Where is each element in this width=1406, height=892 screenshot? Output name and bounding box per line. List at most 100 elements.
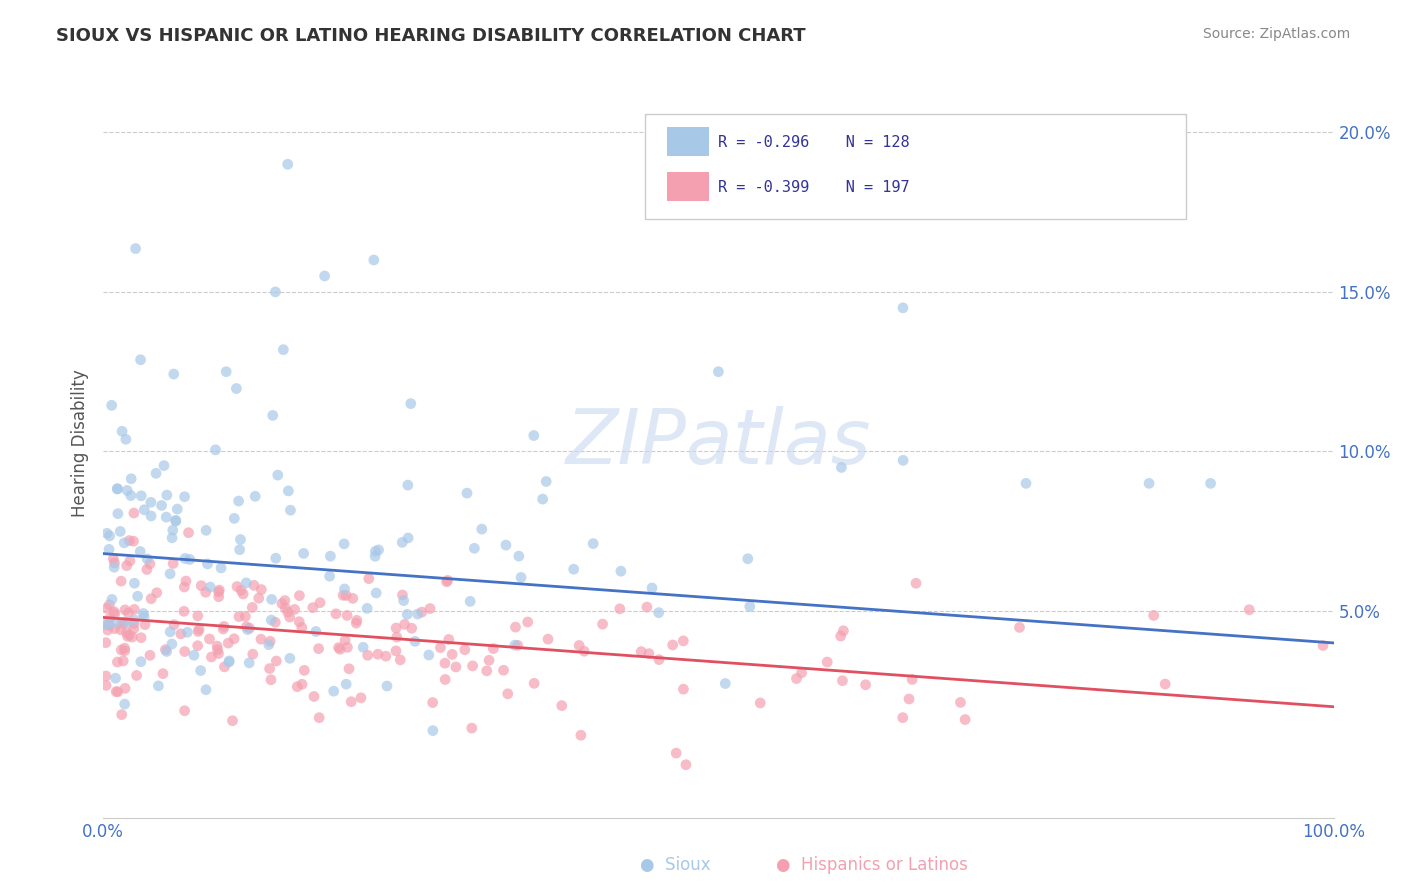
FancyBboxPatch shape — [644, 113, 1187, 219]
Point — [173, 604, 195, 618]
Point — [278, 610, 301, 624]
Point — [97, 618, 120, 632]
Point — [436, 574, 458, 589]
Point — [120, 472, 142, 486]
Point — [139, 508, 162, 523]
Point — [714, 676, 737, 690]
Point — [173, 490, 195, 504]
Point — [904, 576, 927, 591]
Point — [357, 572, 380, 586]
Point — [207, 647, 229, 661]
Point — [391, 588, 413, 602]
Point — [418, 648, 440, 662]
Point — [340, 695, 363, 709]
Point — [204, 442, 226, 457]
Point — [648, 606, 671, 620]
Point — [496, 687, 519, 701]
Point — [516, 615, 538, 629]
Point — [609, 602, 631, 616]
Point — [523, 428, 546, 442]
Point — [638, 647, 661, 661]
Point — [389, 653, 412, 667]
Point — [790, 665, 813, 680]
Point — [510, 570, 533, 584]
Point — [641, 581, 664, 595]
Point — [277, 157, 299, 171]
Point — [132, 609, 155, 624]
Text: SIOUX VS HISPANIC OR LATINO HEARING DISABILITY CORRELATION CHART: SIOUX VS HISPANIC OR LATINO HEARING DISA… — [56, 27, 806, 45]
Point — [411, 605, 433, 619]
Point — [335, 589, 357, 603]
Point — [737, 551, 759, 566]
Point — [901, 673, 924, 687]
Point — [318, 569, 340, 583]
Point — [259, 662, 281, 676]
Point — [463, 541, 485, 556]
Point — [97, 617, 120, 632]
Point — [260, 592, 283, 607]
Point — [610, 564, 633, 578]
Point — [176, 625, 198, 640]
Point — [551, 698, 574, 713]
Point — [242, 647, 264, 661]
Point — [830, 460, 852, 475]
Point — [394, 617, 416, 632]
Point — [135, 562, 157, 576]
Point — [336, 608, 359, 623]
Point — [949, 695, 972, 709]
Point — [114, 641, 136, 656]
Point — [173, 644, 195, 658]
Point — [122, 622, 145, 636]
Point — [292, 664, 315, 678]
Point — [636, 600, 658, 615]
FancyBboxPatch shape — [666, 172, 709, 202]
Point — [785, 672, 807, 686]
Point — [1312, 639, 1334, 653]
Point — [200, 650, 222, 665]
Point — [208, 585, 231, 599]
Point — [336, 640, 359, 655]
Point — [110, 623, 132, 637]
Text: ●  Hispanics or Latinos: ● Hispanics or Latinos — [776, 856, 967, 874]
Point — [104, 615, 127, 630]
Point — [262, 409, 284, 423]
Point — [385, 621, 408, 635]
Point — [245, 489, 267, 503]
Point — [103, 556, 125, 570]
Point — [337, 662, 360, 676]
Point — [114, 643, 136, 657]
Point — [122, 602, 145, 616]
Point — [136, 552, 159, 566]
Point — [270, 597, 292, 611]
Point — [112, 536, 135, 550]
Point — [221, 714, 243, 728]
Point — [392, 593, 415, 607]
Point — [391, 535, 413, 549]
Point — [305, 624, 328, 639]
Point — [335, 677, 357, 691]
Point — [250, 582, 273, 597]
Point — [456, 486, 478, 500]
Point — [156, 644, 179, 658]
Point — [458, 594, 481, 608]
Point — [155, 642, 177, 657]
Point — [124, 576, 146, 591]
Point — [461, 658, 484, 673]
Point — [264, 551, 287, 566]
Point — [238, 621, 260, 635]
Point — [267, 468, 290, 483]
Point — [288, 589, 311, 603]
Point — [111, 616, 134, 631]
Point — [301, 600, 323, 615]
Point — [363, 252, 385, 267]
Point — [1143, 608, 1166, 623]
Point — [115, 625, 138, 640]
Point — [562, 562, 585, 576]
Point — [115, 558, 138, 573]
Point — [134, 617, 156, 632]
Point — [292, 546, 315, 560]
Point — [228, 494, 250, 508]
Point — [139, 648, 162, 663]
Point — [329, 642, 352, 657]
Point — [419, 601, 441, 615]
